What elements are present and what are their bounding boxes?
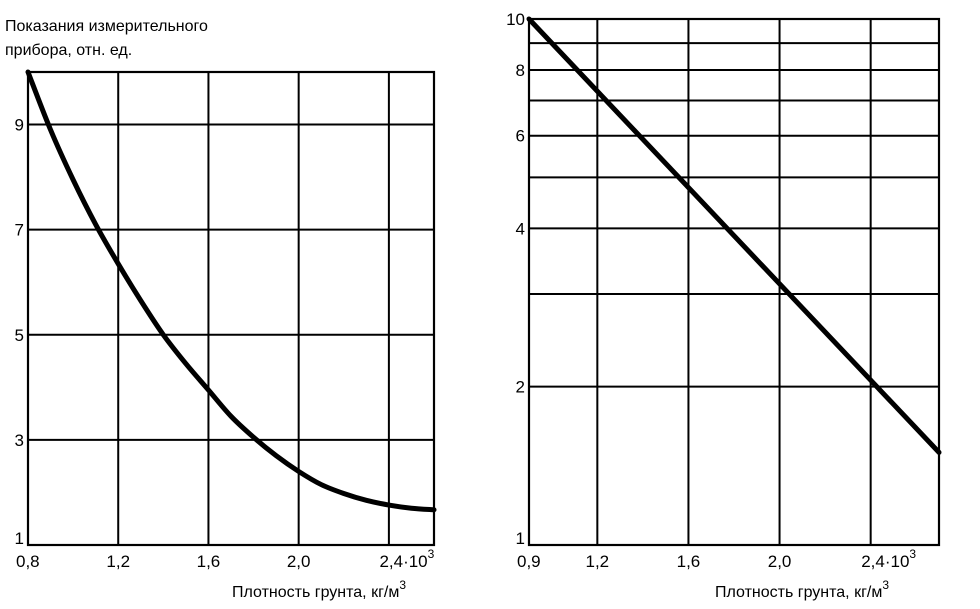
- x-tick-label: 2,4·103: [379, 547, 434, 571]
- y-tick-label: 1: [516, 529, 525, 548]
- x-tick-label: 1,6: [677, 552, 701, 571]
- x-axis-label-right: Плотность грунта, кг/м3: [715, 578, 889, 601]
- chart-left: Показания измерительного прибора, отн. е…: [5, 18, 437, 601]
- y-ticks-right: 1 2 4 6 8 10: [506, 10, 525, 548]
- y-tick-label: 8: [516, 61, 525, 80]
- series-line: [25, 69, 437, 513]
- x-tick-label: 2,4·103: [861, 547, 916, 571]
- x-tick-label: 1,2: [586, 552, 610, 571]
- y-tick-label: 3: [15, 431, 24, 450]
- x-tick-label: 0,9: [517, 552, 541, 571]
- y-tick-label: 2: [516, 378, 525, 397]
- y-tick-label: 9: [15, 116, 24, 135]
- plot-frame-left: [26, 70, 436, 547]
- x-tick-label: 1,6: [197, 552, 221, 571]
- x-tick-label: 2,0: [287, 552, 311, 571]
- series-right: [526, 16, 942, 455]
- series-left: [25, 69, 437, 513]
- y-axis-label-line-2: прибора, отн. ед.: [5, 42, 132, 59]
- grid-right: [529, 19, 939, 545]
- series-line: [526, 16, 942, 455]
- x-ticks-left: 0,8 1,2 1,6 2,0 2,4·103: [16, 547, 435, 571]
- y-ticks-left: 1 3 5 7 9: [15, 116, 24, 548]
- y-tick-label: 1: [15, 529, 24, 548]
- x-ticks-right: 0,9 1,2 1,6 2,0 2,4·103: [517, 547, 916, 571]
- y-tick-label: 7: [15, 221, 24, 240]
- chart-right: 1 2 4 6 8 10 0,9 1,2 1,6 2,0 2,4·103 Плотность гр…: [506, 10, 942, 601]
- y-tick-label: 5: [15, 326, 24, 345]
- x-tick-label: 1,2: [106, 552, 130, 571]
- y-tick-label: 6: [516, 127, 525, 146]
- grid-left: [28, 72, 434, 545]
- x-tick-label: 0,8: [16, 552, 40, 571]
- x-tick-label: 2,0: [768, 552, 792, 571]
- x-axis-label-left: Плотность грунта, кг/м3: [232, 578, 406, 601]
- plot-frame-right: [527, 17, 941, 547]
- y-tick-label: 4: [516, 219, 525, 238]
- y-axis-label-line-1: Показания измерительного: [5, 18, 208, 35]
- y-tick-label: 10: [506, 10, 525, 29]
